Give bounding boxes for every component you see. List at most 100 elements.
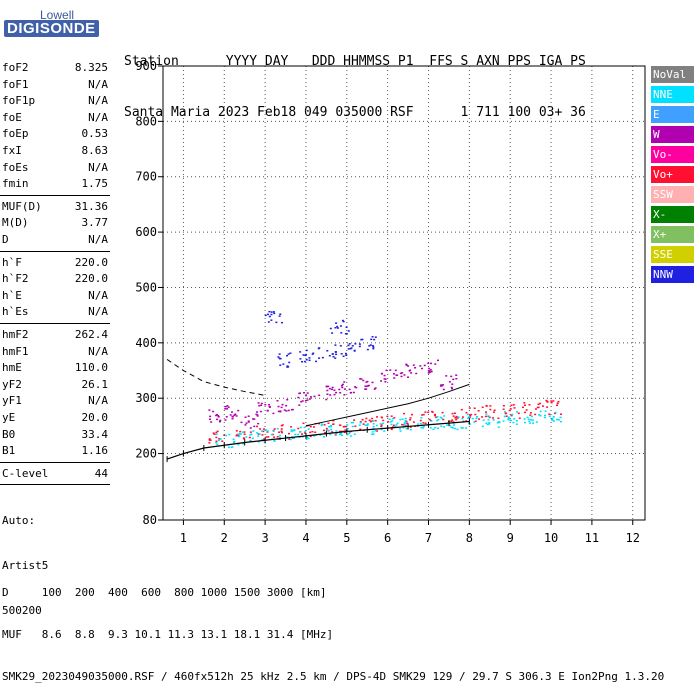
param-value: 8.63 [81,144,109,157]
echo-point-nne [456,428,459,431]
echo-point-nne [437,427,440,430]
echo-point-nne [422,425,425,428]
footer-file: SMK29_2023049035000.RSF / 460fx512h 25 k… [2,670,665,683]
echo-point-nne [543,416,546,419]
param-value: N/A [88,233,108,246]
echo-point-nne [461,427,464,429]
echo-point-vo- [422,422,425,424]
echo-point-vo- [538,402,541,405]
echo-point-vo- [221,440,224,442]
echo-point-vo- [481,406,484,409]
echo-point-nnw [270,313,273,316]
echo-point-nne [293,429,296,431]
echo-point-vo- [371,417,374,420]
header-values: Santa Maria 2023 Feb18 049 035000 RSF 1 … [124,105,586,120]
param-value: N/A [88,110,108,124]
param-row: M(D) 3.77 [2,215,108,231]
echo-point-w [393,377,396,379]
legend-item-ssw: SSW [651,186,694,203]
echo-point-vo- [281,431,284,434]
param-row: D N/A [2,232,108,248]
echo-point-vo- [529,414,532,416]
echo-point-w [325,385,328,388]
param-name: hmF2 [2,328,29,341]
echo-point-vo- [502,408,505,411]
echo-point-nne [351,425,354,428]
echo-point-w [308,398,311,400]
ionogram-chart: 1 2 3 4 5 6 7 8 9 10 11 128020030040050060070080090… [135,59,646,545]
echo-point-vo- [392,424,395,427]
echo-point-nne [303,426,306,429]
echo-point-nnw [371,345,374,347]
echo-point-w [341,384,344,387]
echo-point-vo- [557,400,560,403]
echo-point-nne [486,423,489,426]
echo-point-nne [482,419,485,421]
echo-point-w [343,394,346,396]
param-value: N/A [88,305,108,319]
echo-point-w [405,364,408,366]
echo-point-vo- [266,431,269,433]
echo-point-vo- [545,399,548,402]
echo-point-w [408,370,411,372]
echo-point-w [277,405,280,408]
echo-point-nnw [308,359,311,362]
echo-point-nne [403,422,406,425]
echo-point-w [348,388,351,391]
echo-point-nne [297,433,300,436]
legend-item-vo-: Vo- [651,146,694,163]
y-tick-label: 80 [143,513,157,527]
echo-point-vo- [552,400,555,402]
echo-point-nne [258,433,261,435]
legend-item-sse: SSE [651,246,694,263]
echo-point-w [440,385,443,387]
echo-point-nne [299,431,302,433]
echo-point-nne [340,432,343,435]
echo-point-nne [366,424,369,426]
echo-point-w [280,406,283,409]
echo-point-vo- [525,409,528,411]
echo-point-w [428,367,431,370]
param-row: h`E N/A [2,288,108,304]
echo-point-vo- [386,415,389,418]
echo-point-nne [228,433,231,436]
echo-point-nne [272,430,275,432]
param-name: D [2,233,9,246]
footer: D 100 200 400 600 800 1000 1500 3000 [km… [2,558,664,698]
echo-point-nne [290,429,293,431]
echo-point-nne [404,417,407,420]
echo-point-vo- [393,417,396,419]
echo-point-w [240,421,243,424]
echo-point-nne [419,422,422,425]
echo-point-nne [498,421,501,424]
echo-point-vo- [489,405,492,407]
footer-muf: MUF 8.6 8.8 9.3 10.1 11.3 13.1 18.1 31.4… [2,628,334,641]
echo-point-nne [503,415,506,418]
echo-point-nne [395,424,398,426]
param-value: N/A [88,394,108,408]
echo-point-w [259,410,262,413]
echo-point-nnw [334,351,337,353]
echo-point-vo- [424,411,427,413]
echo-point-w [364,385,367,387]
echo-point-nne [219,438,222,440]
echo-point-nnw [303,360,306,363]
echo-point-nne [257,441,260,443]
echo-point-nne [405,427,408,430]
echo-point-vo- [303,432,306,434]
echo-point-w [210,421,213,423]
echo-point-nne [245,436,248,438]
echo-point-vo- [317,422,320,425]
echo-point-nnw [358,345,361,348]
echo-point-vo- [529,412,532,414]
echo-point-vo- [553,412,556,415]
param-row: C-level 44 [2,466,108,482]
echo-point-w [371,381,374,384]
echo-point-w [328,387,331,390]
echo-point-nnw [277,356,280,358]
echo-point-w [414,367,417,369]
echo-point-nne [528,420,531,423]
echo-point-nne [371,431,374,433]
echo-point-nne [485,422,488,425]
echo-point-nnw [331,353,334,355]
